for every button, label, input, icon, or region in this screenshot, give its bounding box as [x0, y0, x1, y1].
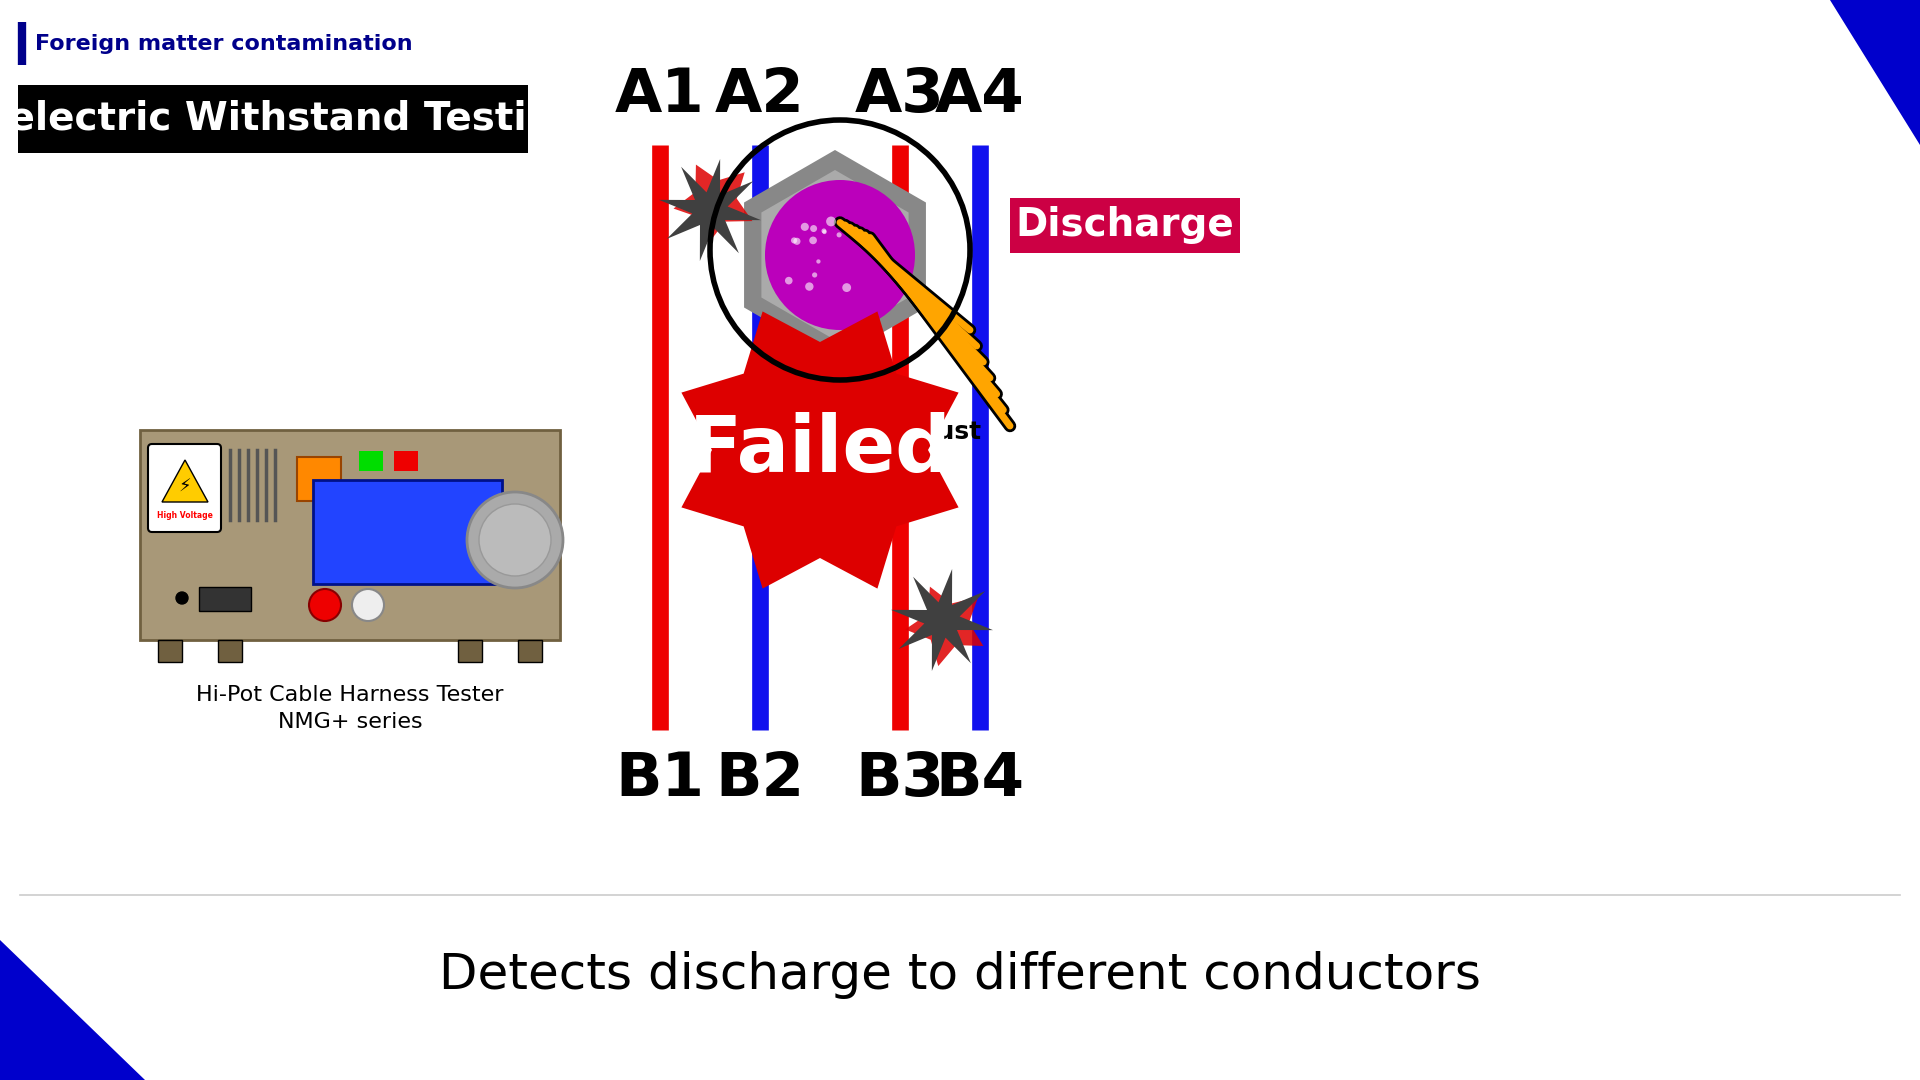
Circle shape — [351, 589, 384, 621]
Text: Failed: Failed — [689, 411, 952, 488]
FancyBboxPatch shape — [140, 430, 561, 640]
FancyBboxPatch shape — [200, 588, 252, 611]
Polygon shape — [1830, 0, 1920, 145]
Circle shape — [467, 492, 563, 588]
Text: A2: A2 — [714, 66, 804, 125]
Text: High Voltage: High Voltage — [157, 512, 213, 521]
Polygon shape — [745, 150, 925, 360]
Circle shape — [826, 216, 835, 227]
Circle shape — [843, 283, 851, 292]
FancyBboxPatch shape — [1010, 198, 1240, 253]
Circle shape — [837, 232, 841, 238]
Circle shape — [804, 282, 814, 291]
FancyBboxPatch shape — [219, 640, 242, 662]
Text: Dielectric Withstand Testing: Dielectric Withstand Testing — [0, 100, 582, 138]
Circle shape — [764, 180, 916, 330]
Polygon shape — [0, 940, 146, 1080]
FancyBboxPatch shape — [518, 640, 541, 662]
Text: ⚡: ⚡ — [179, 478, 192, 496]
Text: Hi-Pot Cable Harness Tester: Hi-Pot Cable Harness Tester — [196, 685, 503, 705]
FancyBboxPatch shape — [394, 451, 419, 471]
Polygon shape — [762, 170, 908, 340]
Circle shape — [785, 276, 793, 284]
Polygon shape — [904, 586, 983, 666]
Polygon shape — [659, 159, 760, 261]
Circle shape — [810, 225, 818, 232]
Circle shape — [478, 504, 551, 576]
FancyBboxPatch shape — [459, 640, 482, 662]
Text: A4: A4 — [935, 66, 1025, 125]
Circle shape — [808, 237, 816, 244]
Text: A3: A3 — [854, 66, 945, 125]
Circle shape — [816, 259, 820, 264]
Text: B1: B1 — [616, 750, 705, 809]
Text: B3: B3 — [856, 750, 945, 809]
FancyBboxPatch shape — [157, 640, 182, 662]
Text: B4: B4 — [935, 750, 1025, 809]
FancyBboxPatch shape — [148, 444, 221, 532]
Polygon shape — [682, 311, 958, 589]
Text: Discharge: Discharge — [1016, 206, 1235, 244]
Text: Metal piece or dust: Metal piece or dust — [708, 420, 981, 444]
Circle shape — [177, 592, 188, 604]
Circle shape — [793, 238, 801, 245]
Text: Foreign matter contamination: Foreign matter contamination — [35, 33, 413, 54]
Circle shape — [812, 272, 818, 278]
Text: B2: B2 — [716, 750, 804, 809]
Text: NMG+ series: NMG+ series — [278, 712, 422, 732]
Circle shape — [822, 230, 828, 234]
FancyBboxPatch shape — [17, 85, 528, 153]
Circle shape — [791, 238, 797, 244]
Circle shape — [801, 222, 808, 231]
Polygon shape — [891, 569, 993, 671]
Text: A1: A1 — [614, 66, 705, 125]
Circle shape — [309, 589, 342, 621]
Text: Detects discharge to different conductors: Detects discharge to different conductor… — [440, 951, 1480, 999]
Circle shape — [822, 229, 826, 233]
FancyBboxPatch shape — [298, 457, 342, 501]
FancyBboxPatch shape — [313, 480, 501, 584]
FancyBboxPatch shape — [359, 451, 382, 471]
Polygon shape — [161, 460, 207, 502]
Polygon shape — [674, 164, 753, 243]
